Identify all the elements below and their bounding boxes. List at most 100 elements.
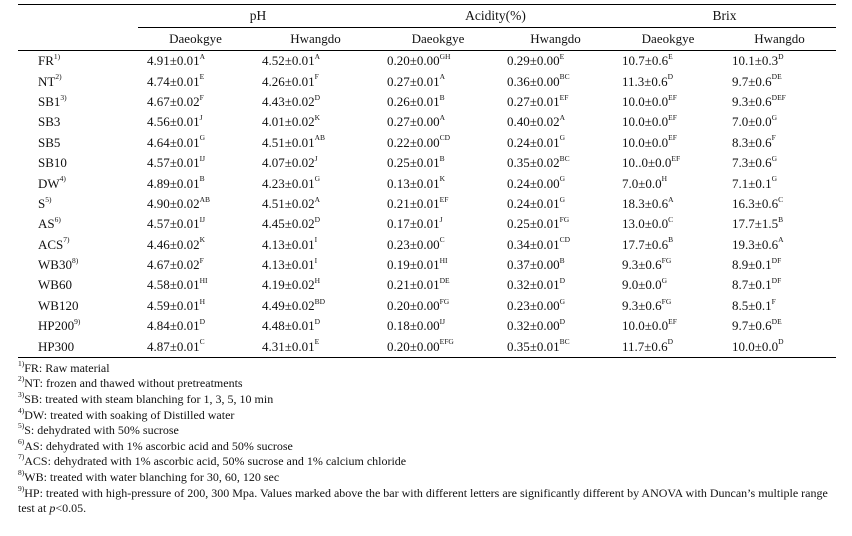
cell-significance-letter: BC	[559, 72, 570, 82]
cell-significance-letter: CD	[439, 133, 451, 143]
table-cell: 0.25±0.01B	[378, 153, 498, 173]
table-cell: 16.3±0.6C	[723, 194, 836, 214]
table-cell: 0.25±0.01FG	[498, 214, 613, 234]
cell-significance-letter: IJ	[439, 316, 446, 326]
row-label-text: ACS	[38, 236, 64, 252]
table-cell: 8.9±0.1DF	[723, 255, 836, 275]
footnote-mark: 1)	[18, 358, 25, 368]
table-cell: 4.59±0.01H	[138, 296, 253, 316]
table-cell: 10.0±0.0EF	[613, 133, 723, 153]
cell-value: 4.87±0.01	[147, 338, 200, 354]
row-label-note: 2)	[55, 72, 62, 82]
cell-value: 4.57±0.01	[147, 216, 200, 232]
cell-significance-letter: D	[314, 214, 321, 224]
cell-significance-letter: FG	[559, 214, 570, 224]
table-cell: 0.37±0.00B	[498, 255, 613, 275]
group-header-brix: Brix	[613, 4, 837, 28]
table-cell: 4.57±0.01IJ	[138, 214, 253, 234]
cell-significance-letter: B	[668, 235, 674, 245]
cell-value: 0.20±0.00	[387, 297, 440, 313]
row-label: FR1)	[18, 51, 138, 72]
cell-value: 10.0±0.0	[622, 93, 669, 109]
cell-value: 13.0±0.0	[622, 216, 669, 232]
cell-value: 10.7±0.6	[622, 53, 669, 69]
cell-value: 0.13±0.01	[387, 175, 440, 191]
cell-significance-letter: J	[439, 214, 443, 224]
footnote: 4)DW: treated with soaking of Distilled …	[18, 406, 836, 424]
sub-header-acidity-daeokgye: Daeokgye	[378, 27, 498, 51]
cell-value: 10.0±0.0	[622, 114, 669, 130]
table-cell: 0.18±0.00IJ	[378, 316, 498, 336]
cell-value: 4.57±0.01	[147, 155, 200, 171]
cell-significance-letter: F	[771, 133, 776, 143]
cell-value: 0.36±0.00	[507, 73, 560, 89]
table-cell: 0.27±0.01EF	[498, 92, 613, 112]
cell-value: 4.56±0.01	[147, 114, 200, 130]
table-row: SB10 4.57±0.01IJ 4.07±0.02J 0.25±0.01B 0.35±…	[18, 153, 836, 173]
cell-value: 0.19±0.01	[387, 257, 440, 273]
row-label-text: WB60	[38, 277, 72, 293]
table-row: ACS7) 4.46±0.02K 4.13±0.01I 0.23±0.00C 0.34±…	[18, 235, 836, 255]
table-cell: 0.35±0.02BC	[498, 153, 613, 173]
table-cell: 17.7±1.5B	[723, 214, 836, 234]
table-cell: 9.3±0.6FG	[613, 296, 723, 316]
sub-header-acidity-hwangdo: Hwangdo	[498, 27, 614, 51]
table-cell: 0.32±0.00D	[498, 316, 613, 336]
table-cell: 0.19±0.01HI	[378, 255, 498, 275]
cell-value: 0.25±0.01	[507, 216, 560, 232]
table-cell: 10.1±0.3D	[723, 51, 836, 72]
row-label-text: SB5	[38, 134, 61, 150]
results-table-document: pH Acidity(%) Brix Daeokgye Hwangdo Daeo…	[18, 4, 837, 517]
cell-value: 4.13±0.01	[262, 236, 315, 252]
table-row: WB120 4.59±0.01H 4.49±0.02BD 0.20±0.00FG 0.2…	[18, 296, 836, 316]
sub-header-ph-hwangdo: Hwangdo	[253, 27, 378, 51]
cell-significance-letter: F	[771, 296, 776, 306]
cell-significance-letter: G	[771, 113, 778, 123]
cell-significance-letter: A	[199, 51, 206, 61]
cell-value: 0.37±0.00	[507, 257, 560, 273]
group-header-ph: pH	[138, 4, 378, 28]
cell-value: 0.24±0.01	[507, 134, 560, 150]
footnote-text: ACS: dehydrated with 1% ascorbic acid, 5…	[24, 454, 407, 469]
table-cell: 0.20±0.00EFG	[378, 336, 498, 358]
table-row: SB13) 4.67±0.02F 4.43±0.02D 0.26±0.01B 0.27±…	[18, 92, 836, 112]
cell-significance-letter: A	[668, 194, 674, 204]
cell-value: 0.24±0.01	[507, 195, 560, 211]
table-cell: 13.0±0.0C	[613, 214, 723, 234]
table-cell: 9.7±0.6DE	[723, 71, 836, 91]
row-label-note: 3)	[60, 92, 67, 102]
cell-significance-letter: D	[314, 316, 321, 326]
cell-significance-letter: G	[199, 133, 206, 143]
cell-significance-letter: BD	[314, 296, 326, 306]
table-cell: 0.23±0.00C	[378, 235, 498, 255]
footnote: 2)NT: frozen and thawed without pretreat…	[18, 375, 836, 392]
row-label: AS6)	[18, 214, 138, 234]
cell-value: 0.32±0.00	[507, 318, 560, 334]
table-cell: 0.20±0.00FG	[378, 296, 498, 316]
table-cell: 10.0±0.0D	[723, 336, 837, 358]
table-cell: 7.0±0.0G	[723, 112, 836, 132]
sub-header-brix-hwangdo: Hwangdo	[723, 27, 837, 51]
cell-value: 17.7±1.5	[732, 216, 779, 232]
cell-significance-letter: EF	[668, 316, 677, 326]
table-cell: 9.3±0.6FG	[613, 255, 723, 275]
row-label-text: NT	[38, 73, 56, 89]
table-row: DW4) 4.89±0.01B 4.23±0.01G 0.13±0.01K 0.24±0…	[18, 173, 836, 193]
cell-significance-letter: C	[439, 235, 445, 245]
cell-value: 0.34±0.01	[507, 236, 560, 252]
table-cell: 10.7±0.6E	[613, 51, 723, 72]
cell-value: 17.7±0.6	[622, 236, 669, 252]
footnote-mark: 9)	[18, 483, 25, 493]
cell-significance-letter: K	[199, 235, 206, 245]
cell-value: 0.21±0.01	[387, 195, 440, 211]
cell-value: 4.31±0.01	[262, 338, 315, 354]
cell-value: 9.0±0.0	[622, 277, 662, 293]
table-row: SB3 4.56±0.01J 4.01±0.02K 0.27±0.00A 0.40±0.…	[18, 112, 836, 132]
table-cell: 10.0±0.0EF	[613, 316, 723, 336]
cell-value: 4.52±0.01	[262, 53, 315, 69]
table-cell: 0.13±0.01K	[378, 173, 498, 193]
cell-significance-letter: D	[559, 276, 566, 286]
table-row: S5) 4.90±0.02AB 4.51±0.02A 0.21±0.01EF 0.24±…	[18, 194, 836, 214]
cell-significance-letter: G	[661, 276, 668, 286]
cell-value: 9.7±0.6	[732, 318, 772, 334]
